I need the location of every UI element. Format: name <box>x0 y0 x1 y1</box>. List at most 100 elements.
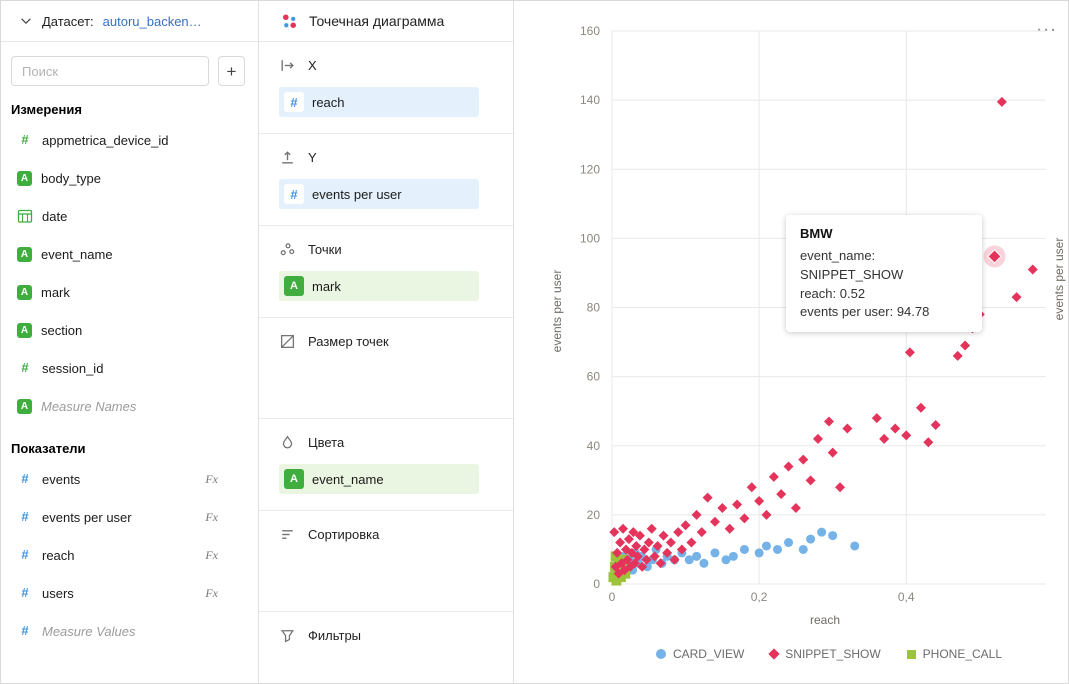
data-point[interactable] <box>952 350 963 361</box>
data-point[interactable] <box>609 527 620 538</box>
data-point[interactable] <box>850 541 860 551</box>
data-point[interactable] <box>828 531 838 541</box>
data-point[interactable] <box>835 482 846 493</box>
data-point[interactable] <box>773 544 783 554</box>
field-chip-x-reach[interactable]: # reach <box>279 87 479 117</box>
field-chip-colors-event-name[interactable]: A event_name <box>279 464 479 494</box>
data-point[interactable] <box>652 540 663 551</box>
data-point[interactable] <box>680 520 691 531</box>
chart-type-header[interactable]: Точечная диаграмма <box>259 1 513 42</box>
field-item-reach[interactable]: # reach Fx <box>1 536 258 574</box>
data-point[interactable] <box>634 530 645 541</box>
data-point[interactable] <box>613 568 624 579</box>
data-point[interactable] <box>805 475 816 486</box>
scatter-plot[interactable]: 0 20 40 60 80 100 120 140 160 0 0,2 0,4 <box>514 1 1069 684</box>
data-point[interactable] <box>871 413 882 424</box>
data-point[interactable] <box>618 523 629 534</box>
data-point[interactable] <box>724 523 735 534</box>
data-point[interactable] <box>754 548 764 558</box>
data-point[interactable] <box>842 423 853 434</box>
data-point[interactable] <box>798 454 809 465</box>
data-point[interactable] <box>824 416 834 427</box>
data-point[interactable] <box>739 544 749 554</box>
field-item-session-id[interactable]: # session_id <box>1 349 258 387</box>
chart-menu-button[interactable]: ··· <box>1037 22 1058 39</box>
search-input[interactable] <box>11 56 209 86</box>
data-point[interactable] <box>1011 292 1022 303</box>
data-point[interactable] <box>612 547 623 558</box>
data-point[interactable] <box>746 482 757 493</box>
data-point[interactable] <box>776 489 787 500</box>
field-item-events[interactable]: # events Fx <box>1 460 258 498</box>
field-item-section[interactable]: A section <box>1 311 258 349</box>
data-point[interactable] <box>817 527 827 537</box>
data-point[interactable] <box>696 527 707 538</box>
data-point[interactable] <box>628 527 639 538</box>
field-chip-points-mark[interactable]: A mark <box>279 271 479 301</box>
data-point[interactable] <box>915 402 926 413</box>
chevron-down-icon[interactable] <box>19 14 33 28</box>
data-point[interactable] <box>669 554 680 565</box>
data-point[interactable] <box>673 527 684 538</box>
data-point[interactable] <box>655 558 666 569</box>
data-point[interactable] <box>721 555 731 565</box>
data-point[interactable] <box>890 423 901 434</box>
field-item-body-type[interactable]: A body_type <box>1 159 258 197</box>
data-point[interactable] <box>930 420 941 431</box>
data-point[interactable] <box>626 547 637 558</box>
data-point[interactable] <box>646 523 657 534</box>
data-point[interactable] <box>879 433 890 444</box>
data-point[interactable] <box>702 492 713 503</box>
dataset-link[interactable]: autoru_backen… <box>102 13 202 29</box>
data-point[interactable] <box>717 502 728 513</box>
data-point[interactable] <box>637 561 648 572</box>
field-chip-y-events-per-user[interactable]: # events per user <box>279 179 479 209</box>
data-point[interactable] <box>827 447 838 458</box>
data-point[interactable] <box>901 430 912 441</box>
data-point[interactable] <box>761 541 771 551</box>
data-point[interactable] <box>728 551 738 561</box>
field-item-mark[interactable]: A mark <box>1 273 258 311</box>
data-point[interactable] <box>616 558 627 569</box>
data-point[interactable] <box>623 534 634 545</box>
data-point[interactable] <box>658 530 669 541</box>
data-point[interactable] <box>739 513 750 524</box>
legend-item-snippet-show[interactable]: SNIPPET_SHOW <box>768 647 881 661</box>
field-item-date[interactable]: date <box>1 197 258 235</box>
field-item-measure-names[interactable]: A Measure Names <box>1 387 258 425</box>
data-point[interactable] <box>798 544 808 554</box>
data-point[interactable] <box>631 540 642 551</box>
data-point[interactable] <box>684 555 694 565</box>
data-point[interactable] <box>699 558 709 568</box>
data-point[interactable] <box>642 562 652 572</box>
data-point[interactable] <box>768 471 779 482</box>
legend-item-phone-call[interactable]: PHONE_CALL <box>906 647 1002 661</box>
data-point[interactable] <box>812 433 823 444</box>
field-item-event-name[interactable]: A event_name <box>1 235 258 273</box>
data-point[interactable] <box>665 537 676 548</box>
data-point[interactable] <box>615 537 626 548</box>
data-point[interactable] <box>1027 264 1038 275</box>
data-point[interactable] <box>784 538 794 548</box>
legend-item-card-view[interactable]: CARD_VIEW <box>655 647 744 661</box>
data-point[interactable] <box>790 502 801 513</box>
data-point[interactable] <box>632 551 643 562</box>
data-point[interactable] <box>806 534 816 544</box>
data-point[interactable] <box>987 249 1002 264</box>
data-point[interactable] <box>649 551 660 562</box>
data-point[interactable] <box>709 516 720 527</box>
data-point[interactable] <box>691 509 702 520</box>
data-point[interactable] <box>610 561 621 572</box>
data-point[interactable] <box>996 96 1007 107</box>
data-point[interactable] <box>641 554 652 565</box>
data-point[interactable] <box>732 499 743 510</box>
data-point[interactable] <box>676 544 687 555</box>
data-point[interactable] <box>783 461 794 472</box>
data-point[interactable] <box>761 509 772 520</box>
data-point[interactable] <box>629 558 640 569</box>
data-point[interactable] <box>686 537 697 548</box>
data-point[interactable] <box>923 437 934 448</box>
data-point[interactable] <box>904 347 915 358</box>
data-point[interactable] <box>662 547 673 558</box>
data-point[interactable] <box>960 340 971 351</box>
